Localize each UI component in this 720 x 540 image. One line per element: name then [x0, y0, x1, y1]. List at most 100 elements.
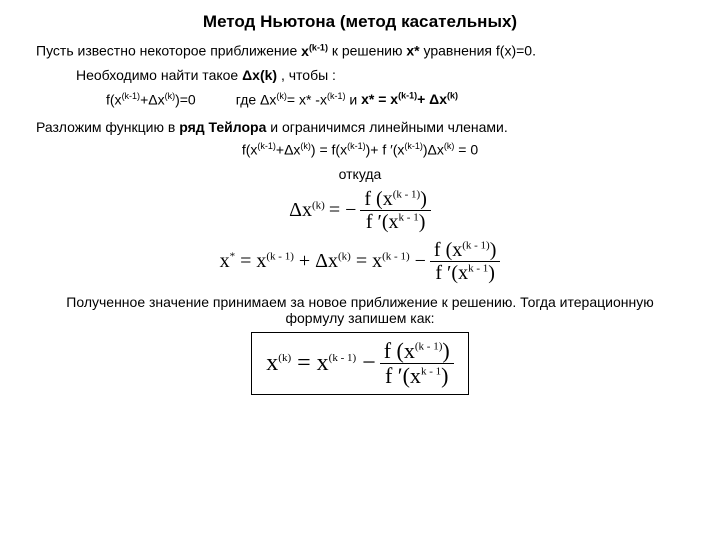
- eq3da: f ′(x: [385, 363, 421, 388]
- paragraph-4: Разложим функцию в ряд Тейлора и огранич…: [36, 119, 684, 135]
- p3c: )=0: [175, 91, 196, 107]
- p5s2: (k): [300, 141, 311, 151]
- p3e-s: (k-1): [327, 91, 346, 101]
- eq3c: −: [356, 350, 376, 376]
- eq2db: ): [488, 262, 495, 284]
- p3a: f(x: [106, 91, 122, 107]
- eq1mid: = −: [329, 199, 357, 222]
- eq2ds: k - 1: [468, 262, 488, 274]
- eq2-lhs: x* = x(k - 1) + Δx(k) = x(k - 1) −: [220, 250, 426, 273]
- eq2d: = x: [351, 250, 382, 272]
- eq2a: x: [220, 250, 230, 272]
- p3d: где Δx: [236, 91, 277, 107]
- p3a-s: (k-1): [122, 91, 141, 101]
- p1-text-e: уравнения f(x)=0.: [420, 43, 536, 59]
- eq3na: f (x: [384, 338, 415, 363]
- p5e: )Δx: [423, 142, 444, 158]
- p1-x-sup: (k-1): [309, 42, 328, 52]
- eq2ns: (k - 1): [462, 239, 490, 251]
- p5s3: (k-1): [347, 141, 366, 151]
- equation-1: Δx(k) = − f (x(k - 1)) f ′(xk - 1): [36, 188, 684, 233]
- p3f: и: [345, 91, 361, 107]
- eq2da: f ′(x: [435, 262, 468, 284]
- page: Метод Ньютона (метод касательных) Пусть …: [0, 0, 720, 540]
- eq2s4: (k - 1): [382, 250, 410, 262]
- eq3db: ): [441, 363, 448, 388]
- eq3s1: (k): [278, 352, 291, 364]
- p5d: )+ f ′(x: [366, 142, 405, 158]
- p3g-s: (k-1): [398, 91, 417, 101]
- eq3-den: f ′(xk - 1): [380, 364, 454, 388]
- p3g-wrap: x* = x(k-1)+ Δx(k): [361, 91, 458, 107]
- p2-b: Δx(k): [242, 67, 277, 83]
- eq1ds: k - 1: [399, 211, 419, 223]
- p5f: = 0: [454, 142, 478, 158]
- eq2-den: f ′(xk - 1): [430, 262, 501, 284]
- eq1na: f (x: [364, 188, 392, 210]
- paragraph-3: f(x(k-1)+Δx(k))=0 где Δx(k)= x* -x(k-1) …: [106, 91, 684, 108]
- equation-3: x(k) = x(k - 1) − f (x(k - 1)) f ′(xk - …: [251, 332, 468, 395]
- eq3nb: ): [442, 338, 449, 363]
- p1-text-c: к решению: [328, 43, 406, 59]
- p5s1: (k-1): [257, 141, 276, 151]
- eq1-den: f ′(xk - 1): [360, 211, 431, 233]
- p5c: ) = f(x: [311, 142, 347, 158]
- p4a: Разложим функцию в: [36, 119, 179, 135]
- p4b: ряд Тейлора: [179, 119, 266, 135]
- p4c: и ограничимся линейными членами.: [266, 119, 507, 135]
- p1-xk1: x(k-1): [301, 43, 328, 59]
- p3d-s: (k): [276, 91, 287, 101]
- eq1da: f ′(x: [366, 211, 399, 233]
- eq1-num: f (x(k - 1)): [360, 188, 431, 211]
- eq2-num: f (x(k - 1)): [430, 239, 501, 262]
- eq2na: f (x: [434, 239, 462, 261]
- eq2b: = x: [235, 250, 266, 272]
- p2-c: , чтобы :: [277, 67, 336, 83]
- p3e: = x* -x: [287, 91, 327, 107]
- paragraph-5: f(x(k-1)+Δx(k)) = f(x(k-1))+ f ′(x(k-1))…: [36, 141, 684, 158]
- paragraph-1: Пусть известно некоторое приближение x(k…: [36, 42, 684, 59]
- paragraph-2: Необходимо найти такое Δx(k) , чтобы :: [76, 67, 684, 83]
- p3h: + Δx: [417, 91, 447, 107]
- p5b: +Δx: [276, 142, 301, 158]
- eq2s3: (k): [338, 250, 351, 262]
- eq3ds: k - 1: [421, 366, 441, 378]
- page-title: Метод Ньютона (метод касательных): [36, 12, 684, 32]
- p3b-s: (k): [165, 91, 176, 101]
- p2-a: Необходимо найти такое: [76, 67, 242, 83]
- p5a: f(x: [242, 142, 258, 158]
- eq1nb: ): [420, 188, 427, 210]
- eq1la: Δx: [289, 199, 312, 221]
- p5s5: (k): [444, 141, 455, 151]
- eq1-frac: f (x(k - 1)) f ′(xk - 1): [360, 188, 431, 233]
- eq3s2: (k - 1): [329, 352, 357, 364]
- eq3b: = x: [291, 350, 329, 376]
- eq1-lhs: Δx(k): [289, 199, 325, 222]
- eq2s2: (k - 1): [266, 250, 294, 262]
- eq2c: + Δx: [294, 250, 338, 272]
- p3h-s: (k): [447, 91, 458, 101]
- eq2nb: ): [490, 239, 497, 261]
- eq3a: x: [266, 350, 278, 376]
- p1-xstar: x*: [406, 43, 419, 59]
- p1-text-a: Пусть известно некоторое приближение: [36, 43, 301, 59]
- p3g: x* = x: [361, 91, 398, 107]
- eq3ns: (k - 1): [415, 341, 443, 353]
- p1-x: x: [301, 43, 309, 59]
- eq3-num: f (x(k - 1)): [380, 339, 454, 364]
- eq2-frac: f (x(k - 1)) f ′(xk - 1): [430, 239, 501, 284]
- eq2e: −: [410, 250, 426, 272]
- p3b: +Δx: [140, 91, 165, 107]
- eq1ns: (k - 1): [393, 188, 421, 200]
- eq3-frac: f (x(k - 1)) f ′(xk - 1): [380, 339, 454, 388]
- paragraph-6: откуда: [36, 166, 684, 182]
- eq3-lhs: x(k) = x(k - 1) −: [266, 350, 375, 377]
- eq1ls: (k): [312, 199, 325, 211]
- p3-right: где Δx(k)= x* -x(k-1) и x* = x(k-1)+ Δx(…: [236, 91, 458, 108]
- equation-2: x* = x(k - 1) + Δx(k) = x(k - 1) − f (x(…: [36, 239, 684, 284]
- paragraph-7: Полученное значение принимаем за новое п…: [36, 294, 684, 326]
- p3-left: f(x(k-1)+Δx(k))=0: [106, 91, 196, 108]
- eq1db: ): [419, 211, 426, 233]
- equation-3-wrap: x(k) = x(k - 1) − f (x(k - 1)) f ′(xk - …: [36, 326, 684, 395]
- p5s4: (k-1): [404, 141, 423, 151]
